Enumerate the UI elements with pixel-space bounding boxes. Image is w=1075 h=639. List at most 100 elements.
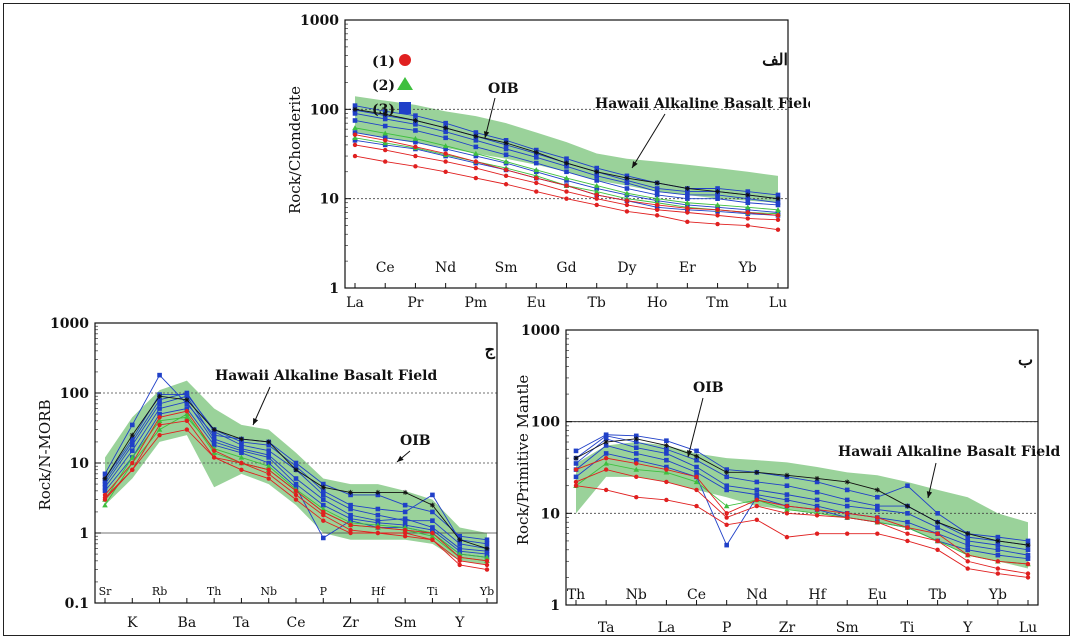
oib-point <box>784 472 790 478</box>
series-point-3 <box>685 189 690 194</box>
series-point-1 <box>814 513 820 518</box>
series-point-3 <box>965 534 971 540</box>
series-point-3 <box>473 138 479 143</box>
series-point-3 <box>533 160 539 166</box>
series-point-3 <box>573 474 579 480</box>
series-point-1 <box>715 221 720 227</box>
series-point-1 <box>754 517 759 523</box>
series-point-1 <box>685 206 690 211</box>
oib-point <box>715 189 721 195</box>
series-point-1 <box>715 207 720 213</box>
chart-panel-jim: Rock/N-MORB ج Hawaii Alkaline Basalt Fie… <box>36 316 498 631</box>
series-point-1 <box>130 460 135 466</box>
series-point-2 <box>484 554 490 560</box>
oib-point <box>573 455 579 461</box>
series-point-3 <box>1025 547 1031 553</box>
oib-arrow-head <box>483 131 490 138</box>
series-point-3 <box>754 492 760 497</box>
series-point-3 <box>694 470 699 475</box>
series-point-3 <box>402 502 408 508</box>
oib-point <box>844 479 850 485</box>
series-point-1 <box>473 159 479 164</box>
series-point-1 <box>402 534 408 539</box>
series-point-3 <box>293 463 299 469</box>
series-point-1 <box>402 530 408 536</box>
oib-point <box>238 436 244 442</box>
series-point-3 <box>503 152 509 158</box>
series-point-3 <box>348 512 353 518</box>
series-point-1 <box>383 159 388 164</box>
field-arrow-head <box>926 491 933 498</box>
x-tick-label: Ba <box>178 615 197 631</box>
panel-label: الف <box>762 50 788 69</box>
series-point-3 <box>935 525 940 530</box>
oib-point <box>965 531 971 537</box>
series-point-3 <box>664 457 669 463</box>
oib-label: OIB <box>488 81 519 97</box>
series-point-3 <box>102 471 108 477</box>
x-tick-label: Zr <box>342 615 359 631</box>
series-point-3 <box>564 164 569 169</box>
hawaii-field-area <box>576 442 1028 569</box>
series-point-3 <box>603 451 609 456</box>
series-point-1 <box>935 538 940 544</box>
x-tick-label: La <box>658 620 676 636</box>
oib-point <box>603 439 609 445</box>
series-point-3 <box>430 527 435 533</box>
y-tick-label: 1000 <box>521 323 560 339</box>
series-line-2 <box>575 462 1029 565</box>
series-point-3 <box>1025 556 1031 561</box>
series-point-3 <box>293 481 299 487</box>
oib-point <box>694 453 700 459</box>
y-tick-label: 1 <box>79 526 89 542</box>
series-point-3 <box>814 489 820 495</box>
series-point-3 <box>754 479 760 485</box>
series-point-1 <box>211 448 217 453</box>
series-point-3 <box>157 372 162 378</box>
series-point-1 <box>184 418 190 424</box>
oib-point <box>457 537 463 543</box>
series-point-3 <box>814 479 820 485</box>
series-point-1 <box>845 511 850 516</box>
series-point-1 <box>321 509 326 515</box>
series-point-3 <box>473 130 479 135</box>
series-point-3 <box>184 393 190 399</box>
oib-point <box>352 106 358 112</box>
series-point-2 <box>156 418 163 424</box>
x-tick-label: Sm <box>836 620 859 636</box>
series-line-1 <box>575 457 1029 565</box>
oib-point <box>904 503 910 509</box>
series-point-1 <box>745 210 750 215</box>
series-point-3 <box>875 503 880 509</box>
plot-layer <box>344 19 789 289</box>
series-point-3 <box>633 445 639 450</box>
series-point-1 <box>784 534 790 540</box>
series-point-3 <box>402 509 408 515</box>
series-point-3 <box>430 492 435 498</box>
series-point-3 <box>320 488 326 494</box>
series-point-1 <box>664 467 669 472</box>
series-point-1 <box>935 531 940 536</box>
series-point-2 <box>684 199 691 205</box>
series-point-3 <box>352 103 358 108</box>
legend-marker-3 <box>399 102 411 114</box>
series-point-1 <box>875 531 880 536</box>
series-point-3 <box>633 439 639 445</box>
series-point-1 <box>694 474 699 480</box>
series-point-1 <box>845 531 850 536</box>
oib-point <box>211 427 217 433</box>
oib-arrow-head <box>686 450 693 457</box>
series-point-3 <box>157 406 162 411</box>
x-tick-label: Eu <box>868 587 887 603</box>
x-tick-label: P <box>722 620 731 636</box>
series-point-3 <box>457 541 463 547</box>
series-point-1 <box>484 567 490 572</box>
series-line-3 <box>575 444 1029 556</box>
series-point-1 <box>624 198 630 203</box>
oib-point <box>382 111 388 117</box>
oib-point <box>293 467 299 473</box>
series-point-1 <box>503 173 509 179</box>
series-point-1 <box>564 183 569 188</box>
series-point-1 <box>935 547 940 553</box>
series-point-1 <box>694 503 699 509</box>
